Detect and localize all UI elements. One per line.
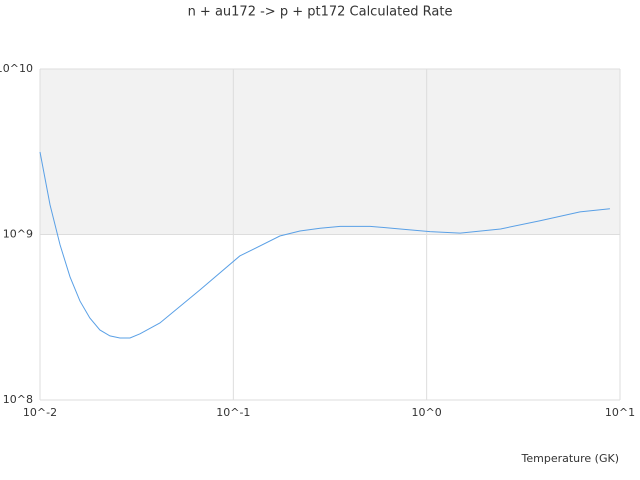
y-tick-label: 10^9 [3, 228, 33, 241]
x-axis-label: Temperature (GK) [521, 452, 620, 465]
band [40, 69, 620, 235]
y-tick-label: 10^8 [3, 393, 33, 406]
x-tick-label: 10^-2 [23, 406, 57, 419]
x-tick-label: 10^-1 [216, 406, 250, 419]
x-tick-label: 10^1 [605, 406, 635, 419]
x-tick-label: 10^0 [412, 406, 442, 419]
y-tick-label: 10^10 [0, 62, 33, 75]
chart-title: n + au172 -> p + pt172 Calculated Rate [188, 5, 453, 20]
data-line [39, 151, 610, 339]
plot-background [39, 68, 621, 401]
